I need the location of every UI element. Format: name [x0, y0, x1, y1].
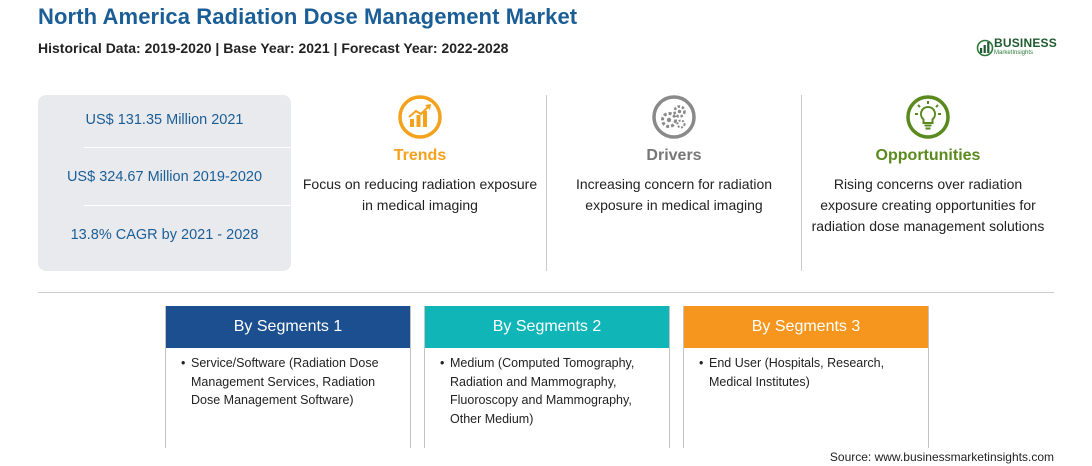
segment-heading: By Segments 1 [166, 306, 410, 348]
feature-trends: Trends Focus on reducing radiation expos… [297, 95, 543, 216]
feature-title: Drivers [646, 147, 702, 164]
logo-subtext: MarketInsights [994, 50, 1034, 56]
source-note: Source: www.businessmarketinsights.com [829, 450, 1054, 464]
stat-cagr: 13.8% CAGR by 2021 - 2028 [70, 227, 259, 243]
column-divider [546, 95, 547, 271]
feature-description: Increasing concern for radiation exposur… [575, 176, 773, 213]
page-title: North America Radiation Dose Management … [38, 4, 578, 29]
stat-market-size-2021: US$ 131.35 Million 2021 [85, 112, 244, 128]
trend-chart-icon [398, 95, 442, 139]
column-divider [801, 95, 802, 271]
section-divider [38, 292, 1054, 293]
segment-card-2: By Segments 2 Medium (Computed Tomograph… [424, 306, 670, 448]
logo-text: BUSINESS [994, 36, 1057, 50]
segment-item: Medium (Computed Tomography, Radiation a… [435, 354, 659, 428]
logo-globe-icon [976, 39, 994, 57]
feature-title: Opportunities [875, 147, 981, 164]
market-stats-panel: US$ 131.35 Million 2021 US$ 324.67 Milli… [38, 95, 321, 271]
stat-divider [84, 147, 321, 148]
segment-card-1: By Segments 1 Service/Software (Radiatio… [165, 306, 411, 448]
segment-item: Service/Software (Radiation Dose Managem… [176, 354, 400, 410]
feature-opportunities: Opportunities Rising concerns over radia… [805, 95, 1051, 237]
segment-card-3: By Segments 3 End User (Hospitals, Resea… [683, 306, 929, 448]
feature-drivers: Drivers Increasing concern for radiation… [551, 95, 797, 216]
stat-historical-value: US$ 324.67 Million 2019-2020 [66, 169, 263, 185]
feature-description: Rising concerns over radiation exposure … [811, 176, 1045, 234]
page-subtitle: Historical Data: 2019-2020 | Base Year: … [38, 40, 509, 56]
segment-heading: By Segments 2 [425, 306, 669, 348]
feature-description: Focus on reducing radiation exposure in … [302, 176, 538, 213]
gears-icon [652, 95, 696, 139]
lightbulb-icon [906, 95, 950, 139]
segment-item: End User (Hospitals, Research, Medical I… [694, 354, 918, 391]
segment-heading: By Segments 3 [684, 306, 928, 348]
company-logo: BUSINESS MarketInsights [976, 35, 1066, 61]
stat-divider [84, 205, 321, 206]
feature-title: Trends [393, 147, 447, 164]
